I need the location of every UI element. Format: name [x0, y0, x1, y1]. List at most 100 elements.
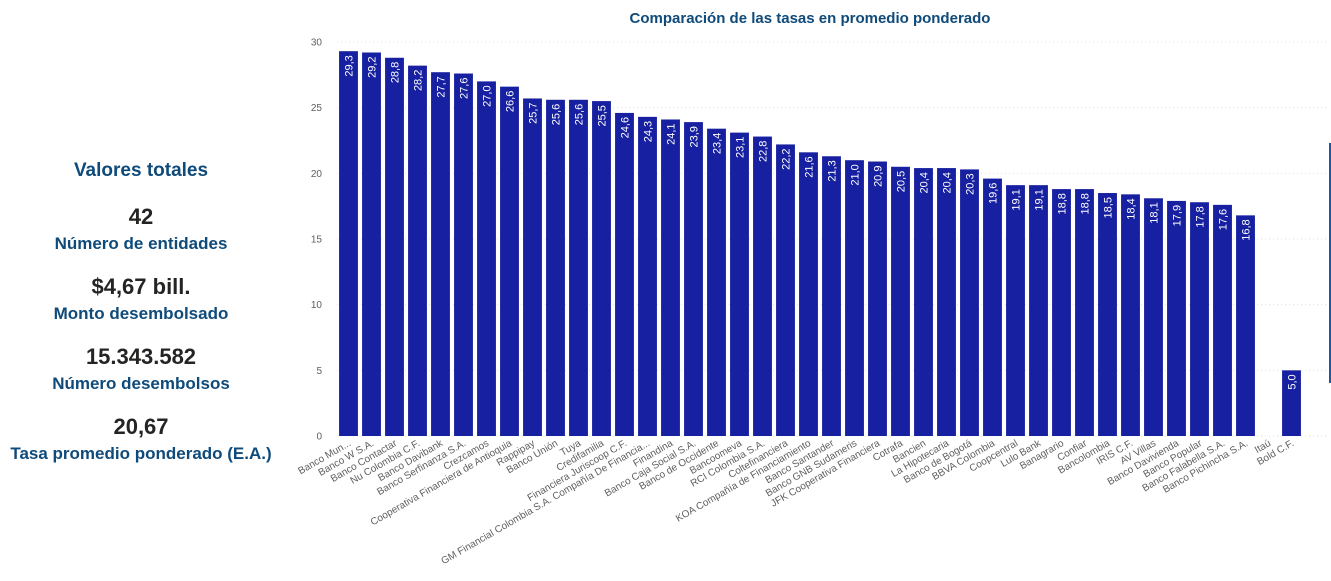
kpi-disbursements-value: 15.343.582: [85, 344, 197, 369]
bar[interactable]: [546, 99, 565, 436]
bar[interactable]: [339, 51, 358, 437]
bar[interactable]: [983, 178, 1002, 436]
data-label: 25,5: [597, 105, 609, 126]
data-label: 20,4: [919, 172, 931, 193]
bars: [339, 51, 1301, 437]
data-label: 16,8: [1241, 219, 1253, 240]
kpi-entities-value: 42: [128, 204, 154, 229]
data-label: 19,1: [1011, 189, 1023, 210]
kpi-entities-label: Número de entidades: [54, 234, 228, 253]
y-tick-label: 10: [311, 300, 323, 311]
data-label: 20,9: [873, 166, 885, 187]
data-label: 18,5: [1103, 197, 1115, 218]
kpi-amount-value: $4,67 bill.: [91, 274, 191, 299]
data-label: 21,0: [850, 164, 862, 185]
data-label: 23,4: [712, 133, 724, 154]
bar[interactable]: [868, 161, 887, 436]
data-label: 23,9: [689, 126, 701, 147]
y-tick-label: 20: [311, 169, 323, 180]
y-tick-label: 25: [311, 103, 323, 114]
data-label: 20,4: [942, 172, 954, 193]
data-label: 19,6: [988, 183, 1000, 204]
bar[interactable]: [569, 99, 588, 436]
data-label: 18,1: [1149, 202, 1161, 223]
chart-title: Comparación de las tasas en promedio pon…: [629, 10, 991, 27]
data-label: 27,0: [482, 85, 494, 106]
bar[interactable]: [914, 168, 933, 436]
bar[interactable]: [615, 112, 634, 437]
bar[interactable]: [707, 128, 726, 436]
data-label: 24,6: [620, 117, 632, 138]
bar[interactable]: [592, 101, 611, 436]
data-label: 18,8: [1057, 193, 1069, 214]
bar[interactable]: [937, 168, 956, 436]
bar[interactable]: [1144, 198, 1163, 436]
y-tick-label: 0: [316, 432, 322, 443]
bar[interactable]: [431, 72, 450, 436]
bar[interactable]: [1190, 202, 1209, 436]
data-label: 5,0: [1287, 374, 1299, 389]
data-label: 26,6: [505, 91, 517, 112]
bar[interactable]: [661, 119, 680, 436]
bar[interactable]: [1029, 185, 1048, 436]
bar[interactable]: [1121, 194, 1140, 436]
bar[interactable]: [408, 65, 427, 436]
bar[interactable]: [500, 86, 519, 437]
kpi-amount-label: Monto desembolsado: [53, 304, 229, 323]
data-label: 28,8: [390, 62, 402, 83]
bar[interactable]: [1167, 200, 1186, 436]
bar[interactable]: [684, 122, 703, 436]
data-label: 29,2: [367, 57, 379, 78]
kpi-card-amount[interactable]: $4,67 bill. Monto desembolsado: [0, 272, 282, 342]
data-label: 25,6: [574, 104, 586, 125]
data-label: 20,5: [896, 171, 908, 192]
data-label: 21,3: [827, 160, 839, 181]
data-label: 24,3: [643, 121, 655, 142]
data-label: 25,6: [551, 104, 563, 125]
bar[interactable]: [776, 144, 795, 436]
data-label: 17,9: [1172, 205, 1184, 226]
bar[interactable]: [960, 169, 979, 437]
bar[interactable]: [822, 156, 841, 436]
bar[interactable]: [1282, 370, 1301, 436]
y-tick-label: 5: [316, 366, 322, 377]
data-label: 29,3: [344, 55, 356, 76]
bar[interactable]: [362, 52, 381, 437]
scrollbar-edge[interactable]: [1329, 143, 1331, 383]
data-label: 18,4: [1126, 198, 1138, 219]
bar[interactable]: [1098, 193, 1117, 436]
kpi-card-disbursements[interactable]: 15.343.582 Número desembolsos: [0, 342, 282, 412]
bar[interactable]: [454, 73, 473, 437]
bar[interactable]: [477, 81, 496, 437]
bar[interactable]: [753, 136, 772, 436]
kpi-card-rate[interactable]: 20,67 Tasa promedio ponderado (E.A.): [0, 412, 282, 482]
bar[interactable]: [1052, 189, 1071, 436]
data-label: 28,2: [413, 70, 425, 91]
category-labels: Banco Mun...Banco W S.A.Banco ContactarN…: [296, 438, 1296, 568]
kpi-rate-value: 20,67: [113, 414, 169, 439]
bar[interactable]: [1236, 215, 1255, 436]
data-label: 18,8: [1080, 193, 1092, 214]
kpi-rate-label: Tasa promedio ponderado (E.A.): [10, 444, 272, 463]
data-labels: 29,3 29,2 28,8 28,2 27,7 27,6 27,0 26,6 25,7 25,6…: [344, 55, 1299, 389]
kpi-disbursements-label: Número desembolsos: [52, 374, 230, 393]
bar[interactable]: [523, 98, 542, 437]
data-label: 17,8: [1195, 206, 1207, 227]
data-label: 19,1: [1034, 189, 1046, 210]
kpi-panel: Valores totales 42 Número de entidades $…: [0, 160, 282, 482]
y-axis-ticks: 0 5 10 15 20 25 30: [311, 38, 323, 443]
bar[interactable]: [1006, 185, 1025, 436]
bar[interactable]: [799, 152, 818, 436]
data-label: 17,6: [1218, 209, 1230, 230]
bar[interactable]: [845, 160, 864, 436]
bar[interactable]: [1075, 189, 1094, 436]
kpi-card-entities[interactable]: 42 Número de entidades: [0, 202, 282, 272]
bar[interactable]: [638, 116, 657, 437]
bar[interactable]: [891, 166, 910, 436]
data-label: 22,2: [781, 148, 793, 169]
bar[interactable]: [1213, 204, 1232, 436]
bar[interactable]: [730, 132, 749, 436]
bar[interactable]: [385, 57, 404, 436]
y-tick-label: 30: [311, 38, 323, 49]
